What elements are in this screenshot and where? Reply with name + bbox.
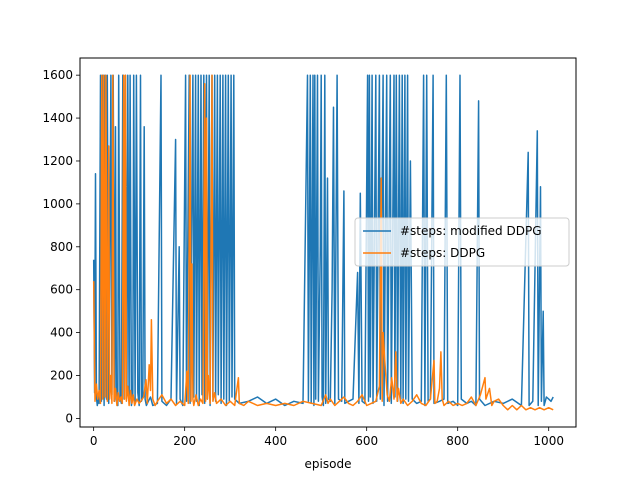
y-tick-label: 1000 xyxy=(42,197,73,211)
ticks-layer: 0 200 400 600 800 1000 0 200 400 600 800 1000 1200 14… xyxy=(42,68,564,448)
y-tick-label: 800 xyxy=(50,240,73,254)
legend-label-ddpg: #steps: DDPG xyxy=(400,246,485,260)
x-tick-label: 0 xyxy=(90,434,98,448)
plot-frame xyxy=(79,57,577,428)
x-tick-label: 200 xyxy=(173,434,196,448)
y-tick-label: 400 xyxy=(50,326,73,340)
x-axis-label: episode xyxy=(305,457,352,471)
legend: #steps: modified DDPG #steps: DDPG xyxy=(354,217,570,267)
series-layer xyxy=(92,74,554,411)
series-line-modified-ddpg xyxy=(92,74,554,407)
y-tick-label: 600 xyxy=(50,283,73,297)
legend-label-modified-ddpg: #steps: modified DDPG xyxy=(400,224,542,238)
series-line-ddpg xyxy=(92,74,554,411)
legend-box xyxy=(354,217,570,267)
x-tick-label: 400 xyxy=(264,434,287,448)
x-tick-label: 1000 xyxy=(533,434,564,448)
y-tick-label: 1600 xyxy=(42,68,73,82)
y-tick-label: 200 xyxy=(50,369,73,383)
y-tick-label: 1200 xyxy=(42,154,73,168)
x-tick-label: 600 xyxy=(355,434,378,448)
y-tick-label: 1400 xyxy=(42,111,73,125)
y-tick-label: 0 xyxy=(65,411,73,425)
x-tick-label: 800 xyxy=(446,434,469,448)
